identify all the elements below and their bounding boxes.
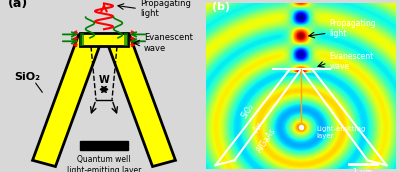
Text: Propagating
light: Propagating light xyxy=(140,0,191,18)
Text: Air: Air xyxy=(252,120,266,134)
Polygon shape xyxy=(80,141,128,150)
Text: SiO₂: SiO₂ xyxy=(14,72,40,82)
Text: Evanescent
wave: Evanescent wave xyxy=(330,52,374,71)
Text: Quantum well
light-emitting layer: Quantum well light-emitting layer xyxy=(67,155,141,172)
Text: 1 μm: 1 μm xyxy=(353,168,372,172)
Text: (b): (b) xyxy=(212,2,230,12)
Text: SiO₂: SiO₂ xyxy=(240,102,256,120)
Polygon shape xyxy=(124,33,128,46)
Text: AlGaAs: AlGaAs xyxy=(256,127,278,154)
Polygon shape xyxy=(80,33,84,46)
Text: (a): (a) xyxy=(8,0,28,10)
Polygon shape xyxy=(32,35,102,166)
Polygon shape xyxy=(80,33,128,46)
Text: Light-emitting
layer: Light-emitting layer xyxy=(316,126,366,139)
Text: Evanescent
wave: Evanescent wave xyxy=(144,33,193,53)
Text: W: W xyxy=(99,75,109,85)
Text: Propagating
light: Propagating light xyxy=(330,19,376,38)
Polygon shape xyxy=(106,35,176,166)
